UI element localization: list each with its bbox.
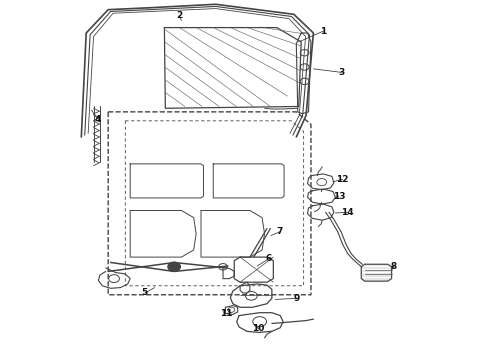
Text: 13: 13 xyxy=(333,192,345,201)
Text: 3: 3 xyxy=(339,68,345,77)
Text: 5: 5 xyxy=(142,288,148,297)
Text: 7: 7 xyxy=(276,228,282,237)
Text: 12: 12 xyxy=(337,175,349,184)
Text: 14: 14 xyxy=(342,208,354,217)
Text: 9: 9 xyxy=(293,294,299,303)
Text: 4: 4 xyxy=(94,114,100,123)
Text: 10: 10 xyxy=(252,324,265,333)
Circle shape xyxy=(168,262,180,271)
Text: 11: 11 xyxy=(220,309,233,318)
Text: 8: 8 xyxy=(391,262,397,271)
Text: 1: 1 xyxy=(320,27,326,36)
Text: 2: 2 xyxy=(176,11,182,20)
Text: 6: 6 xyxy=(265,255,271,264)
